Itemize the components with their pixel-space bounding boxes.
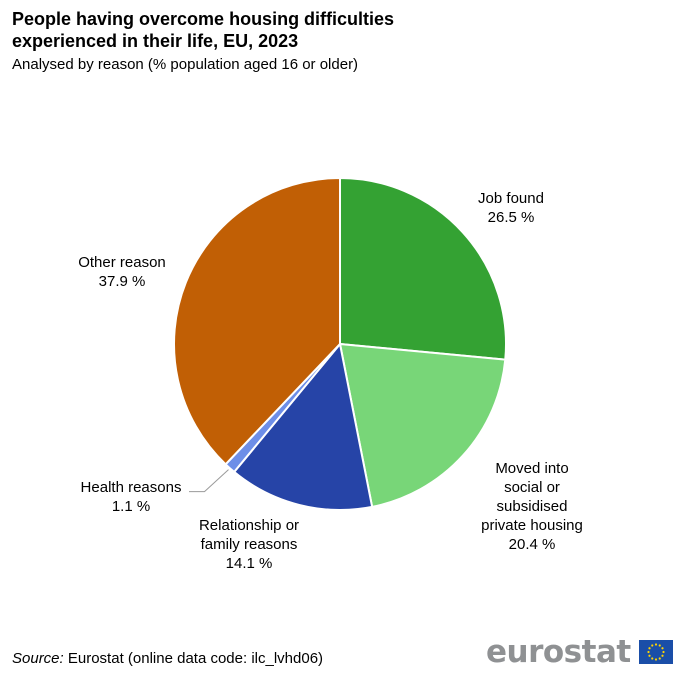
source-note: Source: Eurostat (online data code: ilc_… [12,650,323,668]
slice-label-1: Job found 26.5 % [478,190,544,226]
pie-slice-5 [173,176,341,466]
slice-value-label: 26.5 % [488,209,535,226]
eu-flag-icon [638,640,673,664]
eurostat-wordmark: eurostat [486,634,631,670]
slice-label-4: Health reasons 1.1 % [81,479,182,515]
chart-title-line-2: experienced in their life, EU, 2023 [12,31,299,51]
pie-slice-1 [339,176,507,361]
slice-label-3: Relationship or family reasons 14.1 % [199,517,299,572]
health-leader-line [189,469,229,493]
chart-subtitle: Analysed by reason (% population aged 16… [12,56,359,73]
pie-slices [173,176,507,511]
slice-label-5: Other reason 37.9 % [78,254,166,290]
chart-title: People having overcome housing difficult… [12,8,652,52]
slice-value-label: 20.4 % [509,536,556,553]
slice-category-label: subsidised [497,498,568,515]
slice-category-label: Relationship or [199,517,299,534]
source-text: Eurostat (online data code: ilc_lvhd06) [67,650,324,667]
slice-label-2: Moved into social or subsidised private hou… [481,460,583,553]
slice-value-label: 14.1 % [226,555,273,572]
slice-category-label: family reasons [201,536,298,553]
source-label: Source: [12,650,64,667]
slice-category-label: Job found [478,190,544,207]
slice-category-label: Health reasons [81,479,182,496]
slice-category-label: private housing [481,517,583,534]
slice-value-label: 1.1 % [112,498,150,515]
slice-value-label: 37.9 % [99,273,146,290]
slice-category-label: Moved into [495,460,568,477]
slice-category-label: Other reason [78,254,166,271]
pie-slice-2 [338,342,507,509]
slice-category-label: social or [504,479,560,496]
pie-slice-3 [232,341,374,511]
eurostat-logo: eurostat [486,635,673,669]
chart-title-line-1: People having overcome housing difficult… [12,9,395,29]
